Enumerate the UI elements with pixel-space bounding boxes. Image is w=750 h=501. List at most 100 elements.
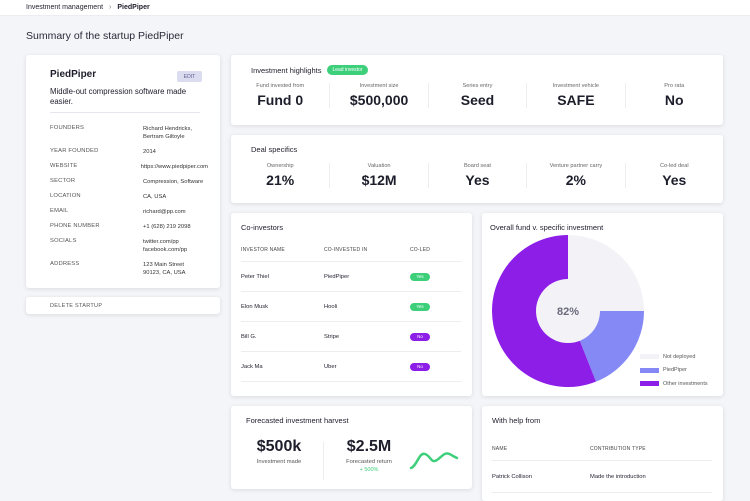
stat-item: Investment vehicle SAFE bbox=[526, 83, 624, 108]
info-value: CA, USA bbox=[143, 194, 167, 200]
breadcrumb-separator: › bbox=[109, 4, 112, 11]
investor-name: Jack Ma bbox=[241, 363, 263, 370]
forecasted-return-value: $2.5M bbox=[346, 438, 392, 455]
stat-value: $500,000 bbox=[349, 92, 409, 108]
table-row[interactable]: Jack Ma Uber No bbox=[241, 352, 461, 382]
info-value: Richard Hendricks, Bertram Giltoyle bbox=[143, 126, 192, 140]
info-key: PHONE NUMBER bbox=[50, 223, 100, 229]
startup-info-list: FOUNDERS Richard Hendricks, Bertram Gilto… bbox=[50, 125, 208, 277]
stat-label: Pro rata bbox=[664, 83, 685, 89]
startup-name: PiedPiper bbox=[50, 69, 97, 80]
info-row: ADDRESS 123 Main Street 90123, CA, USA bbox=[50, 261, 208, 277]
stat-value: No bbox=[664, 92, 684, 108]
legend-swatch bbox=[640, 367, 659, 373]
contribution-type: Made the introduction bbox=[590, 473, 646, 480]
table-row[interactable]: Peter Thiel PiedPiper Yes bbox=[241, 262, 461, 292]
deal-stats: Ownership 21% Valuation $12M Board seat Yes Ve… bbox=[231, 163, 723, 188]
forecasted-harvest-card: Forecasted investment harvest $500k Inve… bbox=[231, 406, 472, 489]
info-value[interactable]: https://www.piedpiper.com bbox=[140, 164, 208, 170]
info-key: YEAR FOUNDED bbox=[50, 148, 99, 154]
info-row: EMAIL richard@pp.com bbox=[50, 208, 208, 223]
help-table-body: Patrick Collison Made the introduction bbox=[492, 461, 723, 493]
column-header: CONTRIBUTION TYPE bbox=[590, 446, 646, 452]
stat-value: Seed bbox=[460, 92, 495, 108]
table-row[interactable]: Patrick Collison Made the introduction bbox=[492, 461, 712, 493]
co-led-badge: No bbox=[410, 332, 430, 341]
card-title: Deal specifics bbox=[251, 145, 298, 154]
stat-label: Co-led deal bbox=[659, 163, 689, 169]
startup-profile-card: PiedPiper EDIT Middle-out compression so… bbox=[26, 55, 220, 288]
co-led-cell: No bbox=[410, 362, 460, 371]
edit-button[interactable]: EDIT bbox=[177, 71, 202, 82]
stat-item: Ownership 21% bbox=[231, 163, 329, 188]
stat-value: Yes bbox=[465, 172, 490, 188]
co-invested-company: Stripe bbox=[324, 333, 340, 340]
info-value: Compression, Software bbox=[143, 179, 204, 185]
co-invested-company: Hooli bbox=[324, 303, 338, 310]
column-header: NAME bbox=[492, 446, 508, 452]
breadcrumb-root[interactable]: Investment management bbox=[26, 4, 104, 11]
co-invested-company: PiedPiper bbox=[324, 273, 350, 280]
investor-name: Bill G. bbox=[241, 333, 257, 340]
legend-item: PiedPiper bbox=[640, 364, 708, 378]
co-led-cell: Yes bbox=[410, 272, 460, 281]
info-key: LOCATION bbox=[50, 193, 81, 199]
stat-label: Investment size bbox=[359, 83, 399, 89]
stat-item: Fund invested from Fund 0 bbox=[231, 83, 329, 108]
legend-swatch bbox=[640, 381, 659, 387]
table-row[interactable]: Elon Musk Hooli Yes bbox=[241, 292, 461, 322]
card-title: Overall fund v. specific investment bbox=[490, 223, 604, 232]
co-investors-table-body: Peter Thiel PiedPiper Yes Elon Musk Hooli Yes… bbox=[241, 262, 472, 382]
co-led-cell: No bbox=[410, 332, 460, 341]
fund-allocation-chart-card: Overall fund v. specific investment 82% … bbox=[482, 213, 723, 396]
chart-legend: Not deployed PiedPiper Other investments bbox=[640, 350, 708, 391]
page-title: Summary of the startup PiedPiper bbox=[26, 30, 184, 42]
table-row[interactable]: Bill G. Stripe No bbox=[241, 322, 461, 352]
info-row: WEBSITE https://www.piedpiper.com bbox=[50, 163, 208, 178]
info-row: SECTOR Compression, Software bbox=[50, 178, 208, 193]
stat-label: Board seat bbox=[463, 163, 491, 169]
donut-center-label: 82% bbox=[557, 306, 579, 318]
forecasted-return-change: + 500% bbox=[359, 467, 379, 473]
stat-value: Fund 0 bbox=[257, 92, 304, 108]
card-title: Forecasted investment harvest bbox=[246, 416, 349, 425]
co-investors-table-header: INVESTOR NAME CO-INVESTED IN CO-LED bbox=[241, 247, 461, 262]
stat-item: Valuation $12M bbox=[329, 163, 427, 188]
co-invested-company: Uber bbox=[324, 363, 337, 370]
legend-swatch bbox=[640, 354, 659, 360]
stat-item: Series entry Seed bbox=[427, 83, 526, 108]
co-led-badge: No bbox=[410, 362, 430, 371]
co-investors-card: Co-investors INVESTOR NAME CO-INVESTED I… bbox=[231, 213, 472, 396]
deal-specifics-card: Deal specifics Ownership 21% Valuation $12M… bbox=[231, 135, 723, 203]
stat-value: 2% bbox=[565, 172, 586, 188]
info-row: PHONE NUMBER +1 (628) 219 2098 bbox=[50, 223, 208, 238]
stat-item: Investment size $500,000 bbox=[329, 83, 427, 108]
info-value[interactable]: richard@pp.com bbox=[143, 209, 186, 215]
info-key: EMAIL bbox=[50, 208, 69, 214]
stat-value: 21% bbox=[266, 172, 295, 188]
info-key: SOCIALS bbox=[50, 238, 77, 244]
column-header: INVESTOR NAME bbox=[241, 247, 285, 253]
card-title: Co-investors bbox=[241, 223, 284, 232]
stat-label: Venture partner carry bbox=[549, 163, 603, 169]
legend-item: Other investments bbox=[640, 377, 708, 391]
legend-item: Not deployed bbox=[640, 350, 708, 364]
card-title: Investment highlights bbox=[251, 65, 322, 75]
stat-label: Valuation bbox=[367, 163, 391, 169]
info-row: LOCATION CA, USA bbox=[50, 193, 208, 208]
stat-item: Venture partner carry 2% bbox=[526, 163, 624, 188]
stat-value: $12M bbox=[361, 172, 397, 188]
co-led-badge: Yes bbox=[410, 272, 430, 281]
delete-startup-button[interactable]: DELETE STARTUP bbox=[26, 297, 220, 314]
info-row: FOUNDERS Richard Hendricks, Bertram Gilto… bbox=[50, 125, 208, 148]
stat-label: Fund invested from bbox=[256, 83, 305, 89]
stat-value: SAFE bbox=[557, 92, 595, 108]
helper-name: Patrick Collison bbox=[492, 473, 532, 480]
startup-tagline: Middle-out compression software made eas… bbox=[50, 87, 200, 113]
co-led-cell: Yes bbox=[410, 302, 460, 311]
investor-name: Elon Musk bbox=[241, 303, 269, 310]
info-value[interactable]: twitter.com/pp facebook.com/pp bbox=[143, 239, 188, 253]
info-row: YEAR FOUNDED 2014 bbox=[50, 148, 208, 163]
lead-investor-badge: Lead investor bbox=[327, 65, 368, 75]
sparkline-icon bbox=[409, 452, 459, 470]
